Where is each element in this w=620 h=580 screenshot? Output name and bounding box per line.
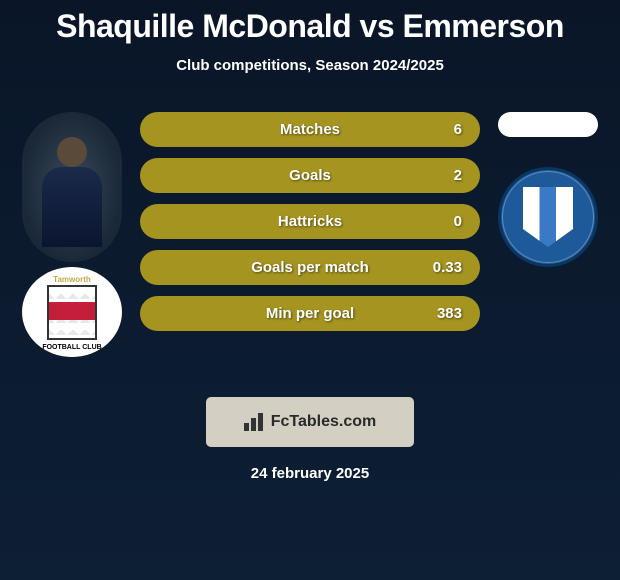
stat-value: 0 (454, 213, 462, 230)
left-column: Tamworth FOOTBALL CLUB (22, 112, 122, 357)
club-logo-tamworth: Tamworth FOOTBALL CLUB (22, 267, 122, 357)
stats-container: Matches 6 Goals 2 Hattricks 0 Goals per … (140, 112, 480, 331)
stat-label: Matches (280, 121, 340, 138)
placeholder-oval (498, 112, 598, 137)
header: Shaquille McDonald vs Emmerson Club comp… (0, 0, 620, 74)
club-shield-icon (47, 285, 97, 340)
stat-bar-hattricks: Hattricks 0 (140, 204, 480, 239)
club-name-bottom: FOOTBALL CLUB (42, 344, 101, 351)
stat-bar-matches: Matches 6 (140, 112, 480, 147)
stat-value: 383 (437, 305, 462, 322)
stat-label: Hattricks (278, 213, 342, 230)
right-column (498, 112, 598, 267)
stat-value: 0.33 (433, 259, 462, 276)
stat-bar-min-per-goal: Min per goal 383 (140, 296, 480, 331)
page-title: Shaquille McDonald vs Emmerson (0, 8, 620, 45)
stat-value: 6 (454, 121, 462, 138)
stat-label: Goals per match (251, 259, 369, 276)
main-content: Tamworth FOOTBALL CLUB Matches 6 Goals 2… (0, 112, 620, 357)
stat-bar-goals-per-match: Goals per match 0.33 (140, 250, 480, 285)
brand-text: FcTables.com (271, 413, 377, 431)
stat-label: Min per goal (266, 305, 354, 322)
club-logo-halifax (498, 167, 598, 267)
stat-label: Goals (289, 167, 331, 184)
stat-value: 2 (454, 167, 462, 184)
fctables-badge[interactable]: FcTables.com (206, 397, 415, 447)
club-name-top: Tamworth (53, 275, 91, 284)
bar-chart-icon (244, 413, 266, 431)
player-photo (22, 112, 122, 262)
stat-bar-goals: Goals 2 (140, 158, 480, 193)
page-subtitle: Club competitions, Season 2024/2025 (0, 57, 620, 74)
club-shield-icon (523, 187, 573, 247)
footer: FcTables.com 24 february 2025 (0, 397, 620, 482)
date-text: 24 february 2025 (0, 465, 620, 482)
